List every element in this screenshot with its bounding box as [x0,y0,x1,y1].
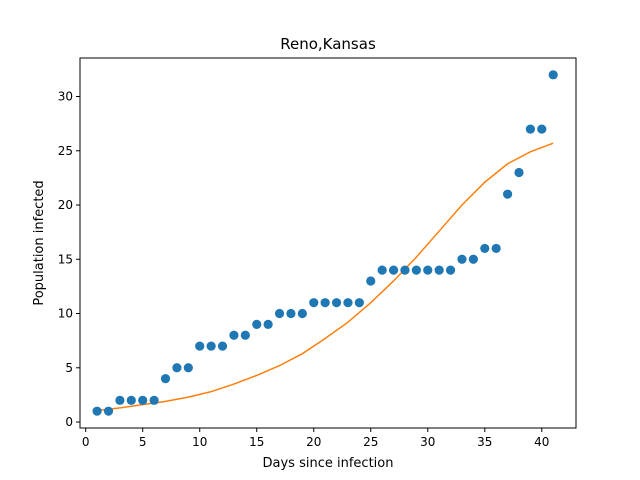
data-point [115,395,125,405]
data-point [457,254,467,264]
data-point [434,265,444,275]
x-tick-label: 15 [249,435,264,449]
data-point [160,374,171,384]
data-point [423,265,433,275]
data-point [445,265,456,275]
data-point [263,319,273,329]
x-tick-label: 40 [534,435,549,449]
y-tick-label: 30 [58,90,73,104]
x-tick-label: 5 [139,435,147,449]
x-axis-label: Days since infection [263,456,394,471]
data-point [92,406,102,416]
y-axis: 0 5 10 15 20 25 30 [58,90,80,429]
data-point [502,189,513,199]
data-point [411,265,421,275]
data-point [366,276,376,286]
data-point [548,70,558,80]
x-tick-label: 30 [420,435,435,449]
data-point [183,363,193,373]
data-point [377,265,387,275]
y-tick-label: 15 [58,252,73,266]
data-point [525,124,535,134]
x-tick-label: 0 [82,435,90,449]
x-tick-label: 25 [363,435,378,449]
data-point [240,330,250,340]
data-point [138,395,148,405]
data-point [252,319,262,329]
data-point [331,298,342,308]
y-tick-label: 25 [58,144,73,158]
y-tick-label: 0 [65,415,73,429]
data-point [217,341,228,351]
data-point [309,298,319,308]
axes-frame [79,57,577,429]
y-axis-label: Population infected [32,180,47,305]
x-tick-label: 20 [306,435,321,449]
data-point [286,308,296,319]
data-point [354,298,364,308]
data-point [491,243,501,254]
data-point [103,406,114,416]
data-point [514,167,524,178]
y-tick-label: 10 [58,307,73,321]
fit-curve-line [97,142,554,412]
chart-title: Reno,Kansas [280,35,376,53]
data-point [388,265,399,275]
x-tick-label: 35 [477,435,492,449]
data-point [480,243,490,254]
y-tick-label: 5 [65,361,73,375]
x-axis: 0 5 10 15 20 25 30 35 40 [82,428,549,449]
data-point [172,363,182,373]
x-tick-label: 10 [192,435,207,449]
data-point [297,308,307,319]
data-point [468,254,478,264]
data-point [274,308,285,319]
data-point [343,298,353,308]
data-point [320,298,330,308]
data-point [206,341,216,351]
y-tick-label: 20 [58,198,73,212]
data-point [400,265,410,275]
plot-area [92,70,558,416]
data-point [195,341,205,351]
data-point [149,395,159,405]
data-point [126,395,136,405]
data-point [537,124,547,134]
data-point [229,330,239,340]
